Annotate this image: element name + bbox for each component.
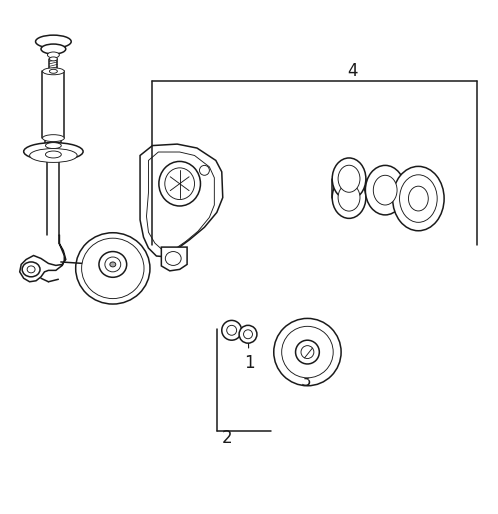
Ellipse shape <box>110 262 116 267</box>
Ellipse shape <box>76 233 150 304</box>
Ellipse shape <box>239 325 257 343</box>
Ellipse shape <box>165 168 195 199</box>
Polygon shape <box>140 144 223 257</box>
Text: 2: 2 <box>222 429 232 447</box>
Ellipse shape <box>274 318 341 386</box>
Ellipse shape <box>27 266 35 273</box>
Ellipse shape <box>399 175 437 223</box>
Ellipse shape <box>338 184 360 211</box>
Ellipse shape <box>301 345 314 359</box>
Ellipse shape <box>282 326 333 378</box>
Ellipse shape <box>42 135 64 142</box>
Text: 1: 1 <box>244 329 254 372</box>
Ellipse shape <box>35 35 71 48</box>
Ellipse shape <box>366 166 405 215</box>
Ellipse shape <box>42 68 64 75</box>
Ellipse shape <box>159 161 201 206</box>
Ellipse shape <box>45 142 61 149</box>
Ellipse shape <box>82 238 144 299</box>
Ellipse shape <box>165 251 181 265</box>
Ellipse shape <box>47 52 59 58</box>
Ellipse shape <box>49 69 57 74</box>
Ellipse shape <box>99 251 126 278</box>
Ellipse shape <box>105 257 121 272</box>
Text: 3: 3 <box>301 336 312 390</box>
Text: 4: 4 <box>348 62 358 80</box>
Ellipse shape <box>244 330 252 339</box>
Ellipse shape <box>24 142 83 160</box>
Polygon shape <box>20 235 66 282</box>
Ellipse shape <box>392 167 444 231</box>
Ellipse shape <box>29 149 77 162</box>
Ellipse shape <box>41 44 66 54</box>
Ellipse shape <box>22 262 40 277</box>
Ellipse shape <box>408 186 428 211</box>
Ellipse shape <box>295 340 319 364</box>
Ellipse shape <box>374 175 397 205</box>
Ellipse shape <box>338 165 360 192</box>
Polygon shape <box>161 247 187 271</box>
Ellipse shape <box>45 151 61 158</box>
Ellipse shape <box>332 177 366 218</box>
Ellipse shape <box>49 57 57 61</box>
Ellipse shape <box>222 320 242 340</box>
Ellipse shape <box>200 166 209 175</box>
Ellipse shape <box>332 158 366 199</box>
Ellipse shape <box>227 325 237 335</box>
